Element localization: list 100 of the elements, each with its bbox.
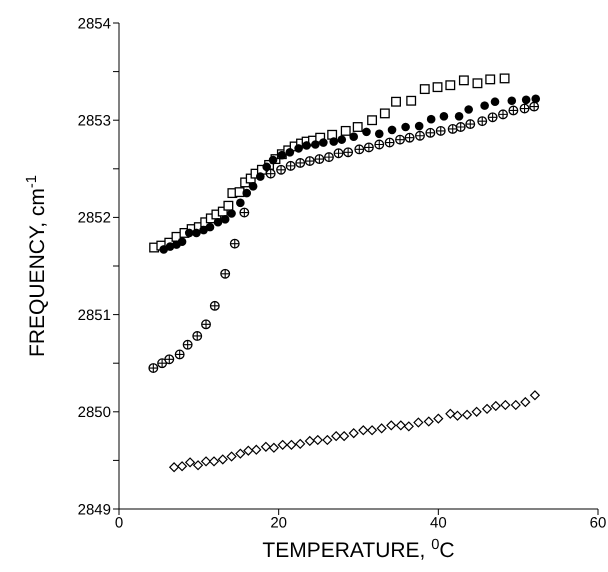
- point: [260, 442, 271, 452]
- y-tick-label: 2851: [78, 306, 111, 324]
- point: [396, 420, 406, 430]
- point: [376, 423, 387, 434]
- point: [248, 182, 258, 191]
- point: [295, 438, 306, 449]
- point: [507, 96, 516, 106]
- point: [220, 215, 230, 224]
- point: [340, 126, 351, 136]
- point: [452, 410, 462, 421]
- point: [440, 112, 448, 121]
- point: [185, 457, 195, 468]
- point: [214, 218, 222, 227]
- point: [413, 418, 424, 428]
- point: [339, 431, 350, 441]
- point: [349, 132, 358, 142]
- point: [268, 442, 279, 453]
- point: [178, 237, 186, 246]
- point: [490, 401, 501, 411]
- point: [319, 138, 328, 147]
- point: [286, 440, 296, 450]
- point: [312, 435, 323, 445]
- point: [242, 188, 252, 198]
- point: [177, 461, 187, 472]
- point: [406, 96, 416, 106]
- point: [531, 94, 540, 104]
- point: [236, 198, 245, 208]
- point: [268, 156, 278, 164]
- point: [218, 454, 228, 464]
- point: [500, 400, 510, 410]
- point: [302, 141, 311, 150]
- point: [426, 114, 436, 124]
- point: [414, 122, 424, 130]
- point: [184, 228, 194, 238]
- x-tick-label: 60: [590, 514, 606, 532]
- point: [490, 97, 500, 106]
- point: [472, 406, 482, 417]
- point: [278, 440, 288, 450]
- point: [367, 425, 377, 436]
- point: [391, 96, 401, 107]
- point: [462, 410, 472, 420]
- point: [458, 75, 469, 86]
- point: [256, 172, 265, 181]
- point: [454, 112, 464, 121]
- point: [374, 130, 384, 138]
- point: [227, 209, 236, 218]
- point: [322, 435, 332, 445]
- y-tick-label: 2850: [78, 404, 111, 422]
- point: [367, 115, 378, 126]
- point: [404, 421, 414, 432]
- point: [348, 428, 359, 438]
- x-tick-label: 40: [430, 514, 447, 532]
- y-tick-label: 2854: [78, 15, 111, 32]
- point: [169, 462, 179, 472]
- point: [234, 187, 244, 198]
- point: [445, 80, 456, 90]
- point: [386, 420, 396, 430]
- y-tick-label: 2853: [78, 112, 111, 130]
- y-tick-label: 2849: [78, 501, 111, 518]
- point: [472, 78, 482, 88]
- point: [510, 400, 521, 410]
- point: [262, 162, 271, 172]
- point: [480, 101, 489, 110]
- point: [209, 456, 219, 466]
- point: [464, 105, 473, 114]
- point: [485, 74, 496, 84]
- point: [304, 436, 315, 446]
- y-tick-label: 2852: [78, 210, 111, 227]
- point: [424, 416, 434, 426]
- point: [235, 448, 246, 458]
- point: [358, 425, 368, 436]
- point: [331, 431, 342, 441]
- point: [223, 200, 234, 211]
- point: [482, 404, 492, 414]
- point: [352, 122, 363, 132]
- x-tick-label: 20: [270, 514, 288, 532]
- point: [522, 95, 530, 104]
- point: [388, 126, 396, 134]
- point: [294, 144, 303, 153]
- point: [380, 108, 390, 118]
- point: [201, 456, 211, 466]
- point: [362, 128, 371, 136]
- point: [500, 73, 510, 84]
- point: [226, 452, 236, 462]
- point: [311, 140, 320, 149]
- x-tick-label: 0: [114, 514, 124, 532]
- point: [432, 82, 442, 92]
- point: [192, 228, 201, 238]
- point: [420, 84, 430, 94]
- x-axis-title: TEMPERATURE, $^{0}$C: [262, 537, 455, 562]
- point: [433, 414, 444, 424]
- point: [337, 135, 346, 144]
- point: [329, 137, 338, 146]
- point: [193, 460, 203, 470]
- point: [206, 222, 214, 232]
- point: [520, 397, 530, 407]
- point: [251, 444, 262, 455]
- point: [286, 148, 294, 157]
- point: [530, 390, 540, 400]
- point: [243, 446, 254, 456]
